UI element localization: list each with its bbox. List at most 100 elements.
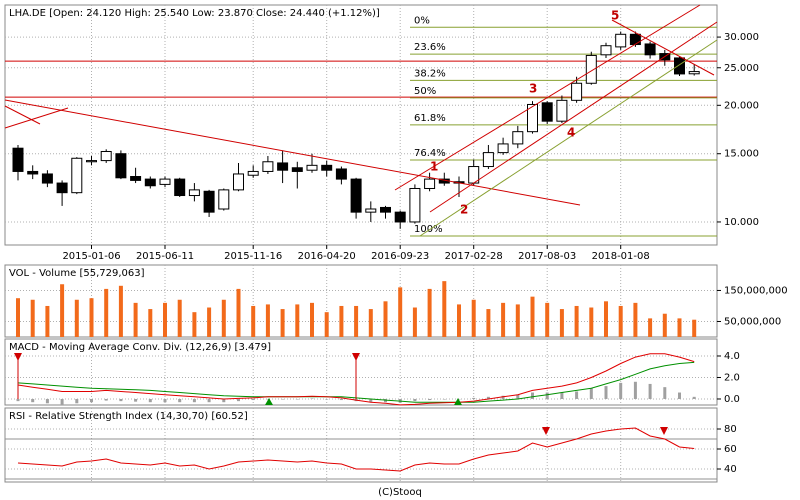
histogram-bar bbox=[633, 381, 637, 399]
fib-label: 100% bbox=[414, 224, 443, 235]
histogram-bar bbox=[486, 396, 490, 399]
candle-body bbox=[130, 176, 142, 181]
candle-body bbox=[497, 143, 509, 154]
volume-bar bbox=[354, 305, 359, 337]
trend-line bbox=[4, 99, 581, 206]
volume-bar bbox=[118, 285, 123, 337]
histogram-bar bbox=[339, 398, 343, 401]
y-tick-label: 60 bbox=[724, 444, 737, 455]
panel-title: RSI - Relative Strength Index (14,30,70)… bbox=[9, 411, 248, 422]
volume-bar bbox=[45, 305, 50, 337]
wave-label: 5 bbox=[611, 9, 619, 23]
x-tick-label: 2017-02-28 bbox=[445, 251, 503, 262]
candle-body bbox=[306, 164, 318, 171]
x-tick-label: 2015-11-16 bbox=[224, 251, 282, 262]
sell-marker bbox=[352, 353, 360, 361]
histogram-bar bbox=[310, 398, 314, 399]
footer: (C)Stooq bbox=[378, 487, 422, 498]
y-tick-label: 80 bbox=[724, 424, 737, 435]
histogram-bar bbox=[134, 398, 138, 402]
volume-bar bbox=[662, 313, 667, 337]
candle-body bbox=[233, 173, 244, 191]
histogram-bar bbox=[516, 394, 520, 399]
histogram-bar bbox=[604, 386, 608, 399]
trend-line bbox=[419, 39, 718, 237]
fib-label: 76.4% bbox=[414, 148, 446, 159]
y-tick-label: 30.000 bbox=[724, 32, 759, 43]
volume-panel bbox=[4, 264, 718, 338]
candle-body bbox=[585, 54, 597, 84]
y-tick-label: 40 bbox=[724, 464, 737, 475]
volume-bar bbox=[457, 304, 461, 337]
y-tick-label: 20.000 bbox=[724, 100, 759, 111]
fib-label: 38.2% bbox=[414, 68, 446, 79]
volume-bar bbox=[398, 287, 403, 337]
histogram-bar bbox=[222, 398, 226, 403]
volume-bar bbox=[692, 319, 697, 337]
histogram-bar bbox=[148, 398, 152, 403]
candle-body bbox=[394, 211, 406, 223]
histogram-bar bbox=[413, 398, 417, 402]
panel-title: LHA.DE [Open: 24.120 High: 25.540 Low: 2… bbox=[9, 8, 380, 19]
histogram-bar bbox=[104, 398, 108, 401]
candle-body bbox=[674, 57, 685, 75]
candle-body bbox=[218, 189, 230, 210]
y-tick-label: 4.0 bbox=[724, 351, 740, 362]
histogram-bar bbox=[589, 388, 593, 399]
volume-bar bbox=[265, 304, 270, 337]
candle-body bbox=[512, 131, 524, 145]
y-tick-label: 150,000,000 bbox=[724, 285, 788, 296]
candle-body bbox=[688, 71, 700, 75]
volume-bar bbox=[604, 301, 608, 337]
trend-line bbox=[4, 107, 69, 129]
candle-body bbox=[86, 160, 97, 163]
y-tick-label: 25.000 bbox=[724, 63, 759, 74]
histogram-bar bbox=[575, 391, 579, 399]
volume-bar bbox=[559, 309, 564, 337]
x-tick-label: 2016-04-20 bbox=[298, 251, 356, 262]
candle-body bbox=[247, 170, 259, 176]
histogram-bar bbox=[90, 398, 93, 403]
volume-bar bbox=[368, 309, 373, 337]
histogram-bar bbox=[295, 398, 299, 400]
volume-bar bbox=[339, 305, 344, 337]
candle-body bbox=[380, 206, 391, 213]
histogram-bar bbox=[266, 398, 270, 400]
candle-body bbox=[365, 208, 377, 213]
volume-bar bbox=[442, 281, 447, 337]
histogram-bar bbox=[31, 398, 35, 403]
y-tick-label: 10.000 bbox=[724, 217, 759, 228]
histogram-bar bbox=[501, 395, 505, 399]
candle-body bbox=[100, 150, 112, 162]
volume-bar bbox=[427, 288, 432, 337]
histogram-bar bbox=[60, 398, 64, 405]
candle-body bbox=[262, 161, 274, 172]
histogram-bar bbox=[619, 382, 623, 399]
marks: 2015-01-06 2015-06-11 2015-11-16 2016-04-20… bbox=[5, 5, 788, 482]
x-tick-label: 2017-08-03 bbox=[518, 251, 576, 262]
histogram-bar bbox=[207, 398, 211, 403]
sell-marker bbox=[14, 353, 22, 361]
histogram-bar bbox=[192, 398, 196, 403]
histogram-bar bbox=[163, 398, 167, 403]
volume-bar bbox=[633, 302, 638, 337]
wave-label: 4 bbox=[567, 126, 575, 140]
volume-bar bbox=[677, 318, 682, 337]
volume-bar bbox=[133, 302, 138, 337]
candle-body bbox=[174, 178, 186, 197]
volume-bar bbox=[618, 305, 623, 337]
histogram-bar bbox=[457, 398, 461, 400]
fib-label: 0% bbox=[414, 15, 430, 26]
indicator-line bbox=[17, 427, 695, 472]
volume-bar bbox=[412, 307, 417, 337]
buy-marker bbox=[265, 398, 273, 405]
volume-bar bbox=[177, 299, 182, 337]
volume-bar bbox=[515, 304, 520, 337]
panel-title: MACD - Moving Average Conv. Div. (12,26,… bbox=[9, 342, 271, 353]
x-tick-label: 2015-01-06 bbox=[62, 251, 120, 262]
volume-bar bbox=[295, 304, 300, 337]
macd-panel bbox=[4, 338, 718, 406]
indicator-line bbox=[17, 353, 695, 406]
candle-body bbox=[144, 178, 156, 187]
